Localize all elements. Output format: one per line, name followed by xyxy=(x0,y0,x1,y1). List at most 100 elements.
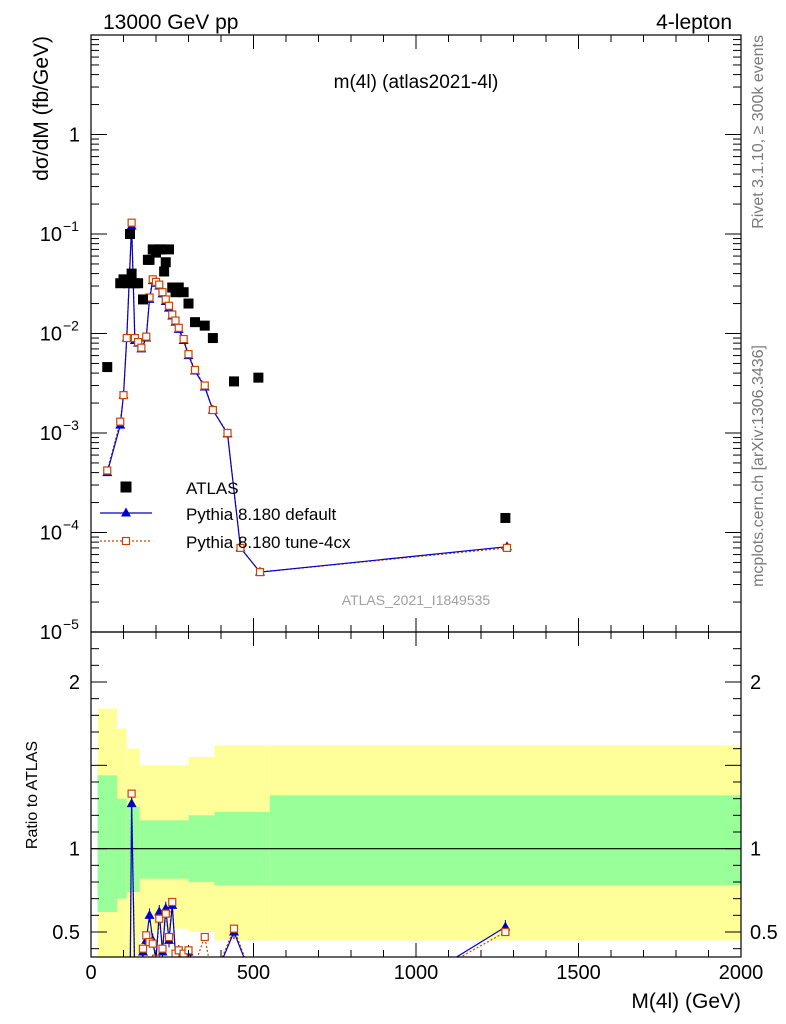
ratio-y-tick-label: 1 xyxy=(69,839,80,861)
ratio-tune-4cx-point xyxy=(501,927,510,937)
ratio-default-point xyxy=(135,977,145,986)
tune-4cx-point xyxy=(171,316,180,325)
legend-label: ATLAS xyxy=(186,479,239,498)
ratio-default-point xyxy=(281,993,291,1002)
atlas-point xyxy=(138,294,148,305)
stat-uncertainty-band xyxy=(139,820,156,879)
x-tick-label: 1500 xyxy=(556,962,601,984)
main-y-tick-label: 1 xyxy=(69,125,80,147)
ratio-tune-4cx-point xyxy=(168,897,177,907)
x-tick-label: 0 xyxy=(85,962,96,984)
main-y-tick-label: 10 xyxy=(40,423,62,445)
tune-4cx-point xyxy=(142,332,151,341)
atlas-point xyxy=(160,257,171,268)
ratio-tune-4cx-point xyxy=(127,995,134,1002)
tune-4cx-point xyxy=(190,365,200,375)
main-y-tick-exponent: −4 xyxy=(63,517,79,533)
atlas-point xyxy=(229,376,239,387)
mcplots-label: mcplots.cern.ch [arXiv:1306.3436] xyxy=(750,345,767,587)
atlas-point xyxy=(159,266,170,277)
ratio-tune-4cx-point xyxy=(148,939,157,948)
atlas-point xyxy=(144,254,155,265)
stat-uncertainty-band xyxy=(156,820,189,879)
ratio-default-point xyxy=(119,993,129,1002)
ratio-ylabel: Ratio to ATLAS xyxy=(24,741,41,849)
main-y-tick-exponent: −3 xyxy=(63,417,79,433)
atlas-point xyxy=(125,229,135,239)
ratio-default-point xyxy=(102,993,112,1002)
ratio-default-point xyxy=(126,798,137,808)
legend-label: Pythia 8.180 default xyxy=(186,505,337,524)
ratio-default-point xyxy=(190,960,200,969)
ratio-y-tick-label-right: 0.5 xyxy=(750,922,778,944)
ratio-tune-4cx-point xyxy=(209,977,216,984)
ratio-tune-4cx-point xyxy=(164,932,174,942)
atlas-point xyxy=(500,512,511,523)
ratio-y-tick-label-right: 1 xyxy=(750,839,761,861)
tune-4cx-point xyxy=(502,543,512,553)
ratio-tune-4cx-point xyxy=(125,995,132,1002)
ratio-default-point xyxy=(122,993,132,1002)
ratio-tune-4cx-point xyxy=(120,995,127,1002)
ratio-tune-4cx-point xyxy=(131,977,138,984)
tune-4cx-point xyxy=(236,543,245,553)
x-tick-label: 2000 xyxy=(719,962,764,984)
main-y-tick-label: 10 xyxy=(40,224,62,246)
legend-label: Pythia 8.180 tune-4cx xyxy=(186,533,351,552)
atlas-point xyxy=(102,362,113,373)
stat-uncertainty-band xyxy=(97,775,117,912)
atlas-point xyxy=(253,372,264,383)
rivet-version-label: Rivet 3.1.10, ≥ 300k events xyxy=(750,35,767,229)
atlas-point xyxy=(199,320,210,331)
tune-4cx-point xyxy=(164,301,174,310)
atlas-point xyxy=(126,268,137,279)
tune-4cx-point xyxy=(119,391,128,400)
ratio-tune-4cx-point xyxy=(142,931,151,940)
ratio-tune-4cx-point xyxy=(200,932,209,942)
legend-atlas-marker xyxy=(120,481,132,493)
ratio-default-point xyxy=(123,993,133,1002)
legend: ATLAS Pythia 8.180 default Pythia 8.180 tu… xyxy=(100,479,351,552)
ratio-default-point xyxy=(255,993,265,1002)
stat-uncertainty-band xyxy=(126,807,140,892)
x-axis-label: M(4l) (GeV) xyxy=(631,990,741,1013)
legend-tune-4cx-marker xyxy=(121,536,131,546)
ratio-tune-4cx-point xyxy=(117,995,124,1002)
ratio-tune-4cx-point xyxy=(136,977,143,984)
ratio-tune-4cx-point xyxy=(155,914,164,923)
main-y-tick-exponent: −2 xyxy=(63,318,79,334)
ratio-default-point xyxy=(208,977,218,986)
ratio-panel: 0 500 1000 1500 2000 0.5 0.5 1 1 2 2 Ratio to ATLA… xyxy=(24,631,778,1013)
ratio-default-point xyxy=(130,977,140,986)
main-panel: 110−110−210−310−410−5 m(4l) (atlas2021-4… xyxy=(30,34,742,644)
atlas-point xyxy=(155,244,166,255)
ratio-y-tick-label: 2 xyxy=(69,672,80,694)
ratio-y-tick-label: 0.5 xyxy=(52,922,80,944)
ratio-default-point xyxy=(200,968,210,977)
ratio-tune-4cx-point xyxy=(257,995,264,1002)
tune-4cx-point xyxy=(179,334,188,344)
analysis-label: ATLAS_2021_I1849535 xyxy=(342,592,491,608)
tune-4cx-point xyxy=(155,280,164,289)
ratio-tune-4cx-point xyxy=(104,995,111,1002)
tune-4cx-point xyxy=(184,350,193,359)
tune-4cx-point xyxy=(158,288,167,297)
tune-4cx-point xyxy=(103,466,112,475)
ratio-tune-4cx-point xyxy=(192,960,199,967)
ratio-tune-4cx-point xyxy=(161,909,170,918)
x-tick-label: 500 xyxy=(237,962,270,984)
main-y-tick-exponent: −1 xyxy=(63,218,79,234)
ratio-default-point xyxy=(125,993,135,1002)
atlas-point xyxy=(178,287,189,298)
main-y-tick-label: 10 xyxy=(40,622,62,644)
ratio-tune-4cx-point xyxy=(158,944,167,953)
ratio-default-point xyxy=(115,993,125,1002)
atlas-point xyxy=(207,333,218,344)
tune-4cx-point xyxy=(208,405,217,415)
atlas-point xyxy=(133,278,144,289)
ratio-tune-4cx-point xyxy=(127,789,136,798)
tune-4cx-point xyxy=(200,381,209,390)
tune-4cx-point xyxy=(223,428,232,438)
ratio-tune-4cx-point xyxy=(123,995,130,1002)
